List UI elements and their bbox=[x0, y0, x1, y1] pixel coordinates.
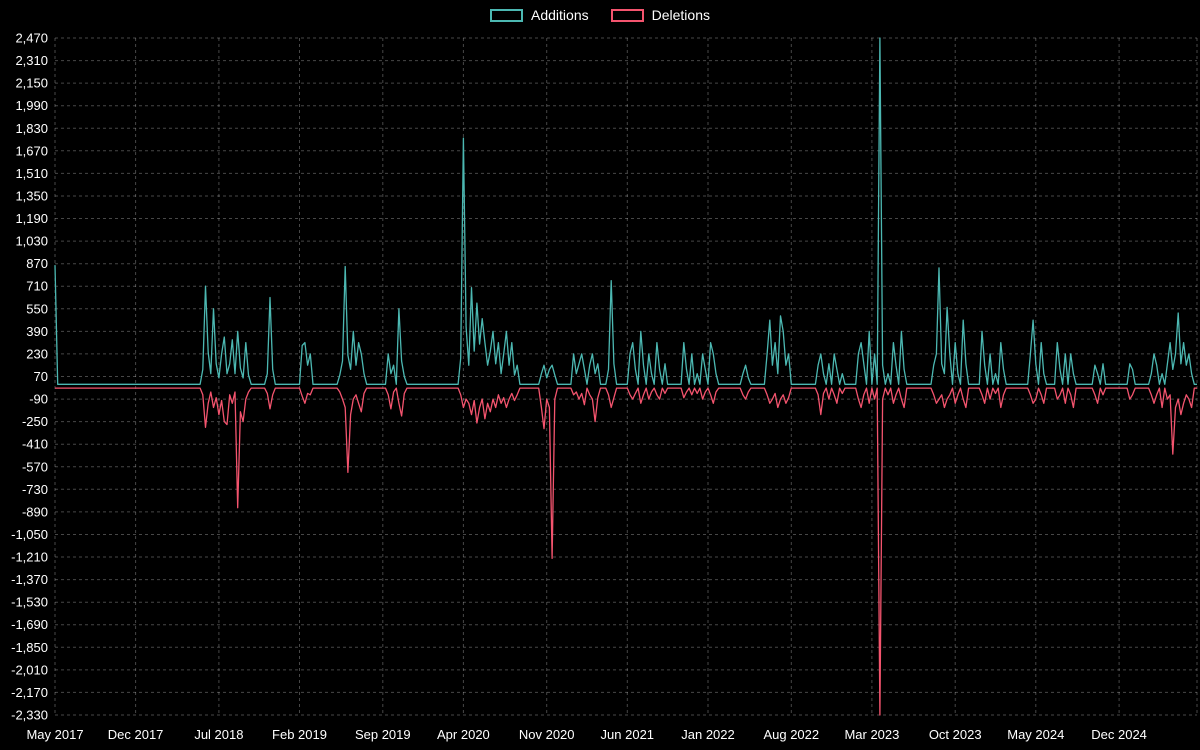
svg-text:230: 230 bbox=[26, 346, 48, 361]
y-axis-labels: 2,470 2,310 2,150 1,990 1,830 1,670 1,510 1,350… bbox=[11, 31, 48, 723]
svg-text:-2,010: -2,010 bbox=[11, 662, 48, 677]
svg-text:-2,330: -2,330 bbox=[11, 708, 48, 723]
deletions-line bbox=[55, 387, 1197, 716]
legend-item-deletions[interactable]: Deletions bbox=[610, 7, 710, 23]
additions-swatch-icon bbox=[490, 8, 524, 22]
svg-text:-1,370: -1,370 bbox=[11, 572, 48, 587]
chart-legend: Additions Deletions bbox=[0, 7, 1200, 23]
svg-text:1,510: 1,510 bbox=[15, 166, 48, 181]
x-axis-labels: May 2017 Dec 2017 Jul 2018 Feb 2019 Sep 2019… bbox=[26, 727, 1146, 742]
svg-text:1,990: 1,990 bbox=[15, 98, 48, 113]
svg-text:-410: -410 bbox=[22, 437, 48, 452]
svg-text:1,670: 1,670 bbox=[15, 143, 48, 158]
svg-text:May 2017: May 2017 bbox=[26, 727, 83, 742]
svg-text:-90: -90 bbox=[29, 392, 48, 407]
svg-text:-1,210: -1,210 bbox=[11, 550, 48, 565]
svg-text:Sep 2019: Sep 2019 bbox=[355, 727, 411, 742]
gridlines bbox=[54, 37, 1198, 716]
svg-text:Feb 2019: Feb 2019 bbox=[272, 727, 327, 742]
svg-text:870: 870 bbox=[26, 256, 48, 271]
additions-line bbox=[54, 37, 1197, 385]
svg-text:Jul 2018: Jul 2018 bbox=[194, 727, 243, 742]
svg-text:May 2024: May 2024 bbox=[1007, 727, 1064, 742]
svg-text:390: 390 bbox=[26, 324, 48, 339]
svg-text:Mar 2023: Mar 2023 bbox=[844, 727, 899, 742]
svg-text:2,470: 2,470 bbox=[15, 31, 48, 46]
svg-text:Oct 2023: Oct 2023 bbox=[929, 727, 982, 742]
svg-text:-1,050: -1,050 bbox=[11, 527, 48, 542]
svg-text:-1,850: -1,850 bbox=[11, 640, 48, 655]
svg-text:-730: -730 bbox=[22, 482, 48, 497]
svg-text:1,830: 1,830 bbox=[15, 121, 48, 136]
svg-text:Dec 2017: Dec 2017 bbox=[108, 727, 164, 742]
svg-text:550: 550 bbox=[26, 301, 48, 316]
svg-text:-890: -890 bbox=[22, 504, 48, 519]
svg-text:-2,170: -2,170 bbox=[11, 685, 48, 700]
svg-text:1,030: 1,030 bbox=[15, 234, 48, 249]
svg-text:710: 710 bbox=[26, 279, 48, 294]
svg-text:70: 70 bbox=[34, 369, 48, 384]
svg-text:Dec 2024: Dec 2024 bbox=[1091, 727, 1147, 742]
svg-text:-1,530: -1,530 bbox=[11, 595, 48, 610]
svg-text:-250: -250 bbox=[22, 414, 48, 429]
svg-text:Aug 2022: Aug 2022 bbox=[763, 727, 819, 742]
svg-text:2,150: 2,150 bbox=[15, 76, 48, 91]
svg-text:2,310: 2,310 bbox=[15, 53, 48, 68]
legend-label-deletions: Deletions bbox=[651, 7, 710, 23]
legend-label-additions: Additions bbox=[531, 7, 589, 23]
legend-item-additions[interactable]: Additions bbox=[490, 7, 589, 23]
deletions-swatch-icon bbox=[610, 8, 644, 22]
svg-text:Apr 2020: Apr 2020 bbox=[437, 727, 490, 742]
svg-text:1,190: 1,190 bbox=[15, 211, 48, 226]
svg-text:-570: -570 bbox=[22, 459, 48, 474]
svg-text:Nov 2020: Nov 2020 bbox=[519, 727, 575, 742]
svg-text:Jun 2021: Jun 2021 bbox=[601, 727, 655, 742]
svg-text:1,350: 1,350 bbox=[15, 189, 48, 204]
svg-text:-1,690: -1,690 bbox=[11, 617, 48, 632]
svg-text:Jan 2022: Jan 2022 bbox=[681, 727, 735, 742]
